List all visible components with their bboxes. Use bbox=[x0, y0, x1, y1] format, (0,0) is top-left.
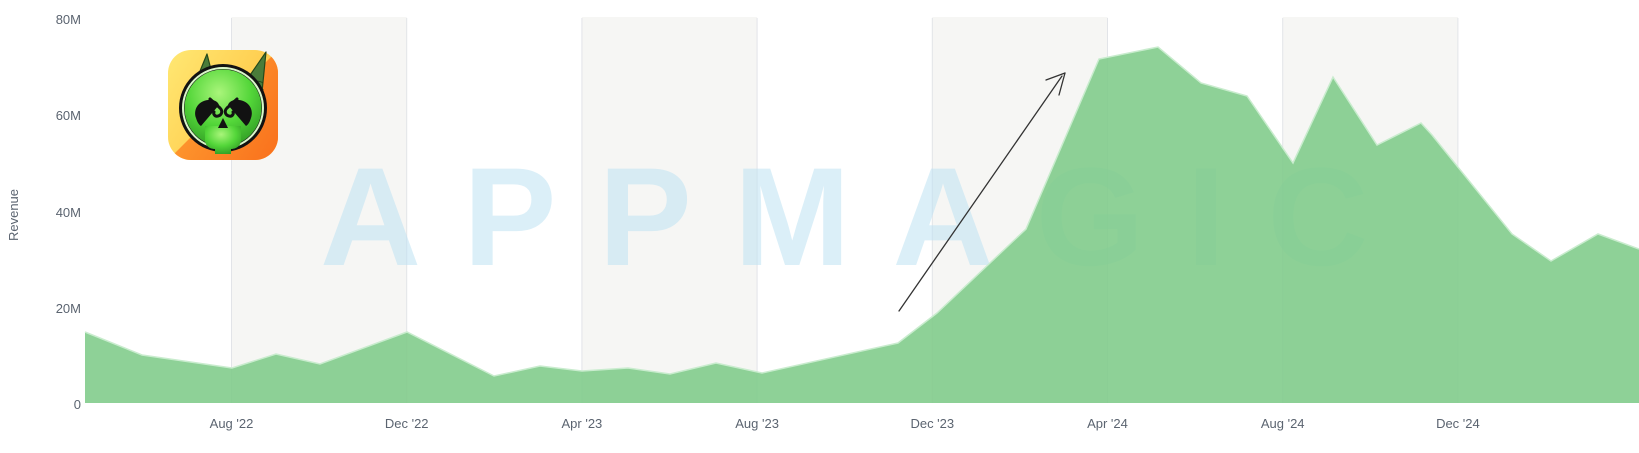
svg-text:40M: 40M bbox=[56, 205, 81, 220]
svg-text:80M: 80M bbox=[56, 12, 81, 27]
svg-text:Aug '22: Aug '22 bbox=[210, 416, 254, 431]
svg-text:Dec '22: Dec '22 bbox=[385, 416, 429, 431]
svg-text:Aug '24: Aug '24 bbox=[1261, 416, 1305, 431]
svg-text:Revenue: Revenue bbox=[6, 189, 21, 241]
svg-text:60M: 60M bbox=[56, 108, 81, 123]
svg-text:20M: 20M bbox=[56, 301, 81, 316]
svg-text:Apr '24: Apr '24 bbox=[1087, 416, 1128, 431]
svg-text:Dec '24: Dec '24 bbox=[1436, 416, 1480, 431]
svg-text:Aug '23: Aug '23 bbox=[735, 416, 779, 431]
svg-text:Dec '23: Dec '23 bbox=[910, 416, 954, 431]
svg-text:0: 0 bbox=[74, 397, 81, 412]
svg-text:Apr '23: Apr '23 bbox=[562, 416, 603, 431]
